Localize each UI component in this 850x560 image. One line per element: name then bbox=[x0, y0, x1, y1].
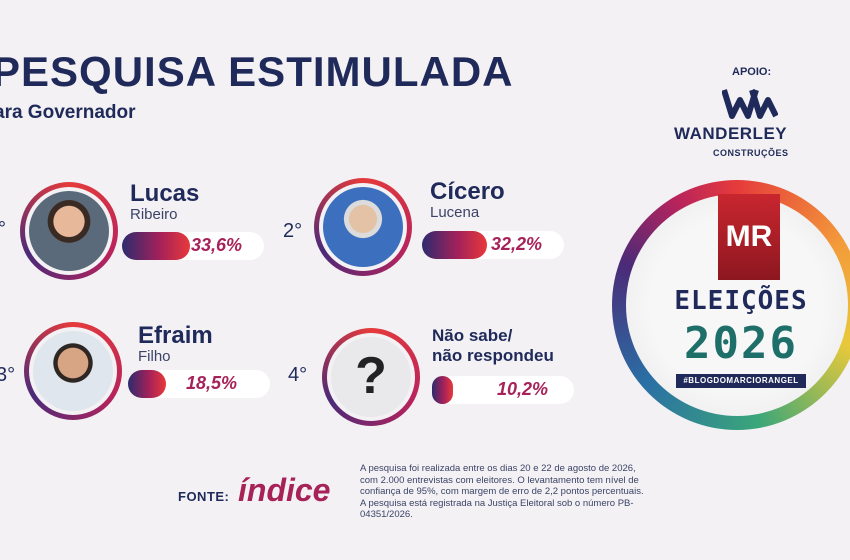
page-subtitle: ara Governador bbox=[0, 102, 136, 123]
wanderley-logo-icon bbox=[722, 89, 778, 119]
eleicoes-badge: MR ELEIÇÕES 2026 #BLOGDOMARCIORANGEL bbox=[612, 180, 850, 430]
sponsor-name: WANDERLEY bbox=[674, 124, 788, 143]
percent-bar-fill bbox=[432, 376, 453, 404]
percent-bar-track bbox=[422, 231, 564, 259]
percent-bar-fill bbox=[128, 370, 166, 398]
candidate-last-name: Filho bbox=[138, 348, 171, 365]
candidate-first-name: Efraim bbox=[138, 322, 213, 349]
percent-bar-fill bbox=[422, 231, 488, 259]
percent-value: 10,2% bbox=[497, 379, 549, 399]
candidate-last-name: Ribeiro bbox=[130, 206, 178, 223]
percent-bar-track bbox=[122, 232, 264, 260]
candidate-rank: 3° bbox=[0, 364, 16, 386]
unknown-candidate-photo: ? bbox=[322, 328, 420, 426]
page-title: PESQUISA ESTIMULADA bbox=[0, 48, 514, 95]
candidate-last-name: não respondeu bbox=[432, 346, 554, 365]
candidate-first-name: Cícero bbox=[430, 178, 505, 205]
candidate-photo bbox=[314, 178, 412, 276]
percent-value: 33,6% bbox=[191, 235, 243, 255]
badge-title: ELEIÇÕES bbox=[674, 286, 808, 316]
candidate-rank: 2° bbox=[283, 220, 303, 242]
candidate-first-name: Não sabe/ bbox=[432, 326, 513, 345]
badge-hashtag: #BLOGDOMARCIORANGEL bbox=[676, 374, 806, 388]
methodology-note: A pesquisa foi realizada entre os dias 2… bbox=[360, 463, 644, 520]
candidate-first-name: Lucas bbox=[130, 180, 200, 207]
candidate-last-name: Lucena bbox=[430, 204, 480, 221]
percent-bar-fill bbox=[122, 232, 191, 260]
sponsor-label: APOIO: bbox=[732, 66, 772, 78]
question-mark-icon: ? bbox=[355, 347, 387, 405]
source-logo: índice bbox=[238, 472, 331, 508]
source-label: FONTE: bbox=[178, 489, 230, 504]
percent-bar-track bbox=[128, 370, 270, 398]
badge-year: 2026 bbox=[684, 318, 798, 369]
sponsor-subtitle: CONSTRUÇÕES bbox=[713, 148, 789, 158]
mr-logo: MR bbox=[718, 194, 780, 280]
candidate-photo bbox=[20, 182, 118, 280]
candidate-rank: ° bbox=[0, 218, 6, 240]
percent-value: 32,2% bbox=[491, 234, 543, 254]
percent-bar-track bbox=[432, 376, 574, 404]
candidate-photo bbox=[24, 322, 122, 420]
candidate-rank: 4° bbox=[288, 364, 308, 386]
percent-value: 18,5% bbox=[186, 373, 238, 393]
